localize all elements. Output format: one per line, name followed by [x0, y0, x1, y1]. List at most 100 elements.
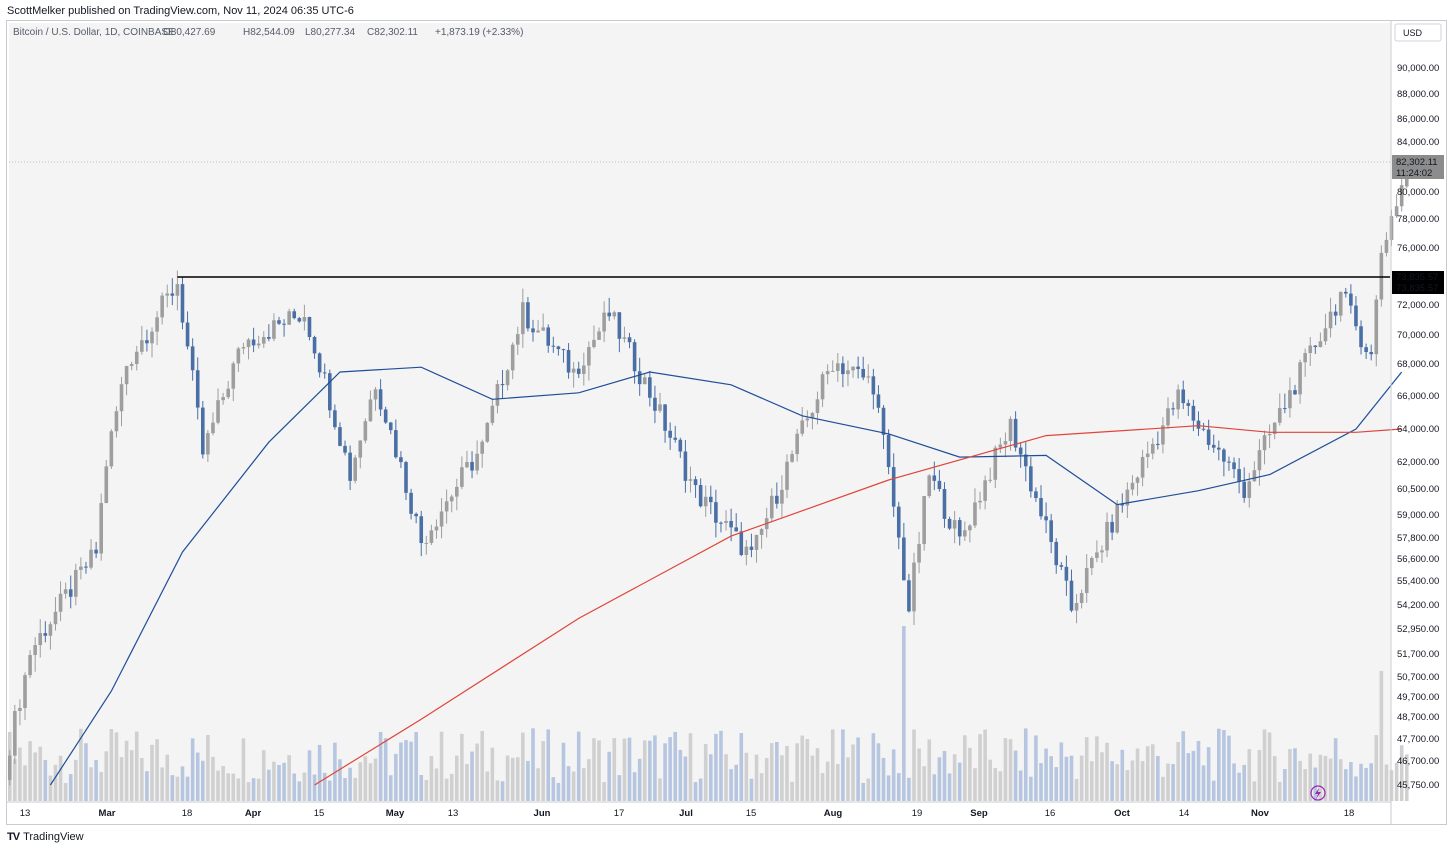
volume-bar — [251, 778, 256, 801]
legend-item: Bitcoin / U.S. Dollar, 1D, COINBASE — [13, 27, 175, 38]
volume-bar — [1115, 764, 1119, 801]
volume-bar — [1323, 755, 1328, 801]
candle-body — [297, 318, 302, 322]
volume-bar — [124, 740, 129, 801]
volume-bar — [978, 734, 982, 801]
volume-bar — [312, 774, 317, 801]
candle-body — [836, 363, 840, 371]
volume-bar — [749, 778, 754, 801]
volume-bar — [902, 626, 906, 801]
volume-bar — [612, 738, 617, 801]
volume-bar — [1191, 750, 1196, 801]
tradingview-logo-icon[interactable]: TV — [7, 831, 20, 843]
volume-bar — [576, 731, 581, 801]
volume-bar — [1069, 755, 1074, 801]
candle-body — [1323, 328, 1328, 342]
volume-bar — [1186, 753, 1191, 801]
candle-body — [1303, 353, 1307, 363]
legend-item: O80,427.69 — [163, 27, 216, 38]
candle-body — [1308, 345, 1313, 354]
candle-body — [444, 501, 449, 512]
candle-body — [155, 317, 159, 332]
volume-bar — [206, 734, 210, 801]
price-tick-label: 80,000.00 — [1397, 187, 1439, 198]
volume-bar — [627, 737, 632, 801]
volume-bar — [648, 740, 652, 801]
candle-body — [698, 485, 703, 507]
volume-bar — [140, 758, 144, 801]
volume-bar — [805, 738, 810, 801]
candle-body — [749, 546, 754, 550]
candle-body — [815, 399, 820, 414]
chart-frame[interactable]: USD 90,000.00 88,000.00 86,000.00 84,000.00 8… — [6, 20, 1447, 825]
price-tick-label: 48,700.00 — [1397, 712, 1439, 723]
volume-bar — [322, 772, 327, 801]
volume-bar — [1201, 765, 1206, 801]
volume-bar — [678, 749, 683, 801]
volume-bar — [856, 737, 860, 801]
time-tick-label: 18 — [1344, 808, 1355, 819]
candle-body — [1090, 557, 1094, 569]
candle-body — [460, 467, 464, 487]
price-chart[interactable]: USD 90,000.00 88,000.00 86,000.00 84,000.00 8… — [7, 21, 1446, 824]
candle-body — [1211, 444, 1216, 448]
candle-body — [617, 312, 622, 339]
candle-body — [1257, 450, 1262, 471]
volume-bar — [719, 730, 723, 801]
candle-body — [1237, 469, 1241, 482]
volume-bar — [698, 778, 703, 801]
volume-bar — [58, 755, 63, 801]
footer: TV TradingView — [7, 829, 84, 845]
price-tick-label: 76,000.00 — [1397, 243, 1439, 254]
candle-body — [1288, 390, 1292, 409]
candle-body — [1349, 293, 1353, 306]
volume-bar — [815, 748, 820, 801]
volume-bar — [1308, 753, 1313, 801]
volume-bar — [932, 774, 937, 801]
candle-body — [1125, 489, 1130, 506]
volume-bar — [820, 773, 825, 801]
candle-body — [851, 366, 855, 371]
volume-bar — [363, 756, 368, 801]
countdown-label: 11:24:02 — [1396, 168, 1432, 179]
candle-body — [68, 589, 73, 597]
volume-bar — [449, 773, 454, 801]
volume-bar — [1272, 756, 1277, 801]
candle-body — [922, 496, 926, 545]
volume-bar — [1217, 728, 1221, 801]
volume-bar — [536, 768, 540, 801]
candle-body — [973, 502, 977, 526]
volume-bar — [947, 773, 952, 801]
candle-body — [1333, 311, 1338, 316]
volume-bar — [907, 777, 911, 801]
volume-bar — [109, 729, 114, 801]
candle-body — [622, 337, 627, 339]
candle-body — [968, 525, 972, 531]
candle-body — [1054, 541, 1059, 566]
volume-bar — [1181, 731, 1186, 801]
candle-body — [1369, 352, 1373, 355]
candle-body — [140, 340, 144, 352]
candle-body — [1399, 185, 1404, 207]
volume-bar — [1176, 742, 1180, 801]
candle-body — [150, 331, 154, 344]
volume-bar — [455, 755, 459, 801]
volume-bar — [810, 755, 815, 801]
candle-body — [1105, 521, 1109, 551]
volume-bar — [84, 743, 88, 801]
volume-bar — [764, 758, 769, 801]
volume-bar — [272, 761, 276, 801]
candle-body — [582, 365, 586, 374]
volume-bar — [424, 779, 429, 801]
volume-bar — [165, 754, 170, 801]
candle-body — [902, 537, 906, 581]
candle-body — [561, 349, 566, 351]
candle-body — [180, 284, 185, 323]
candle-body — [785, 461, 789, 490]
volume-bar — [373, 758, 378, 801]
volume-bar — [571, 771, 576, 801]
time-tick-label: Mar — [99, 808, 116, 819]
volume-bar — [871, 733, 876, 801]
volume-bar — [668, 737, 672, 801]
candle-body — [876, 394, 881, 408]
